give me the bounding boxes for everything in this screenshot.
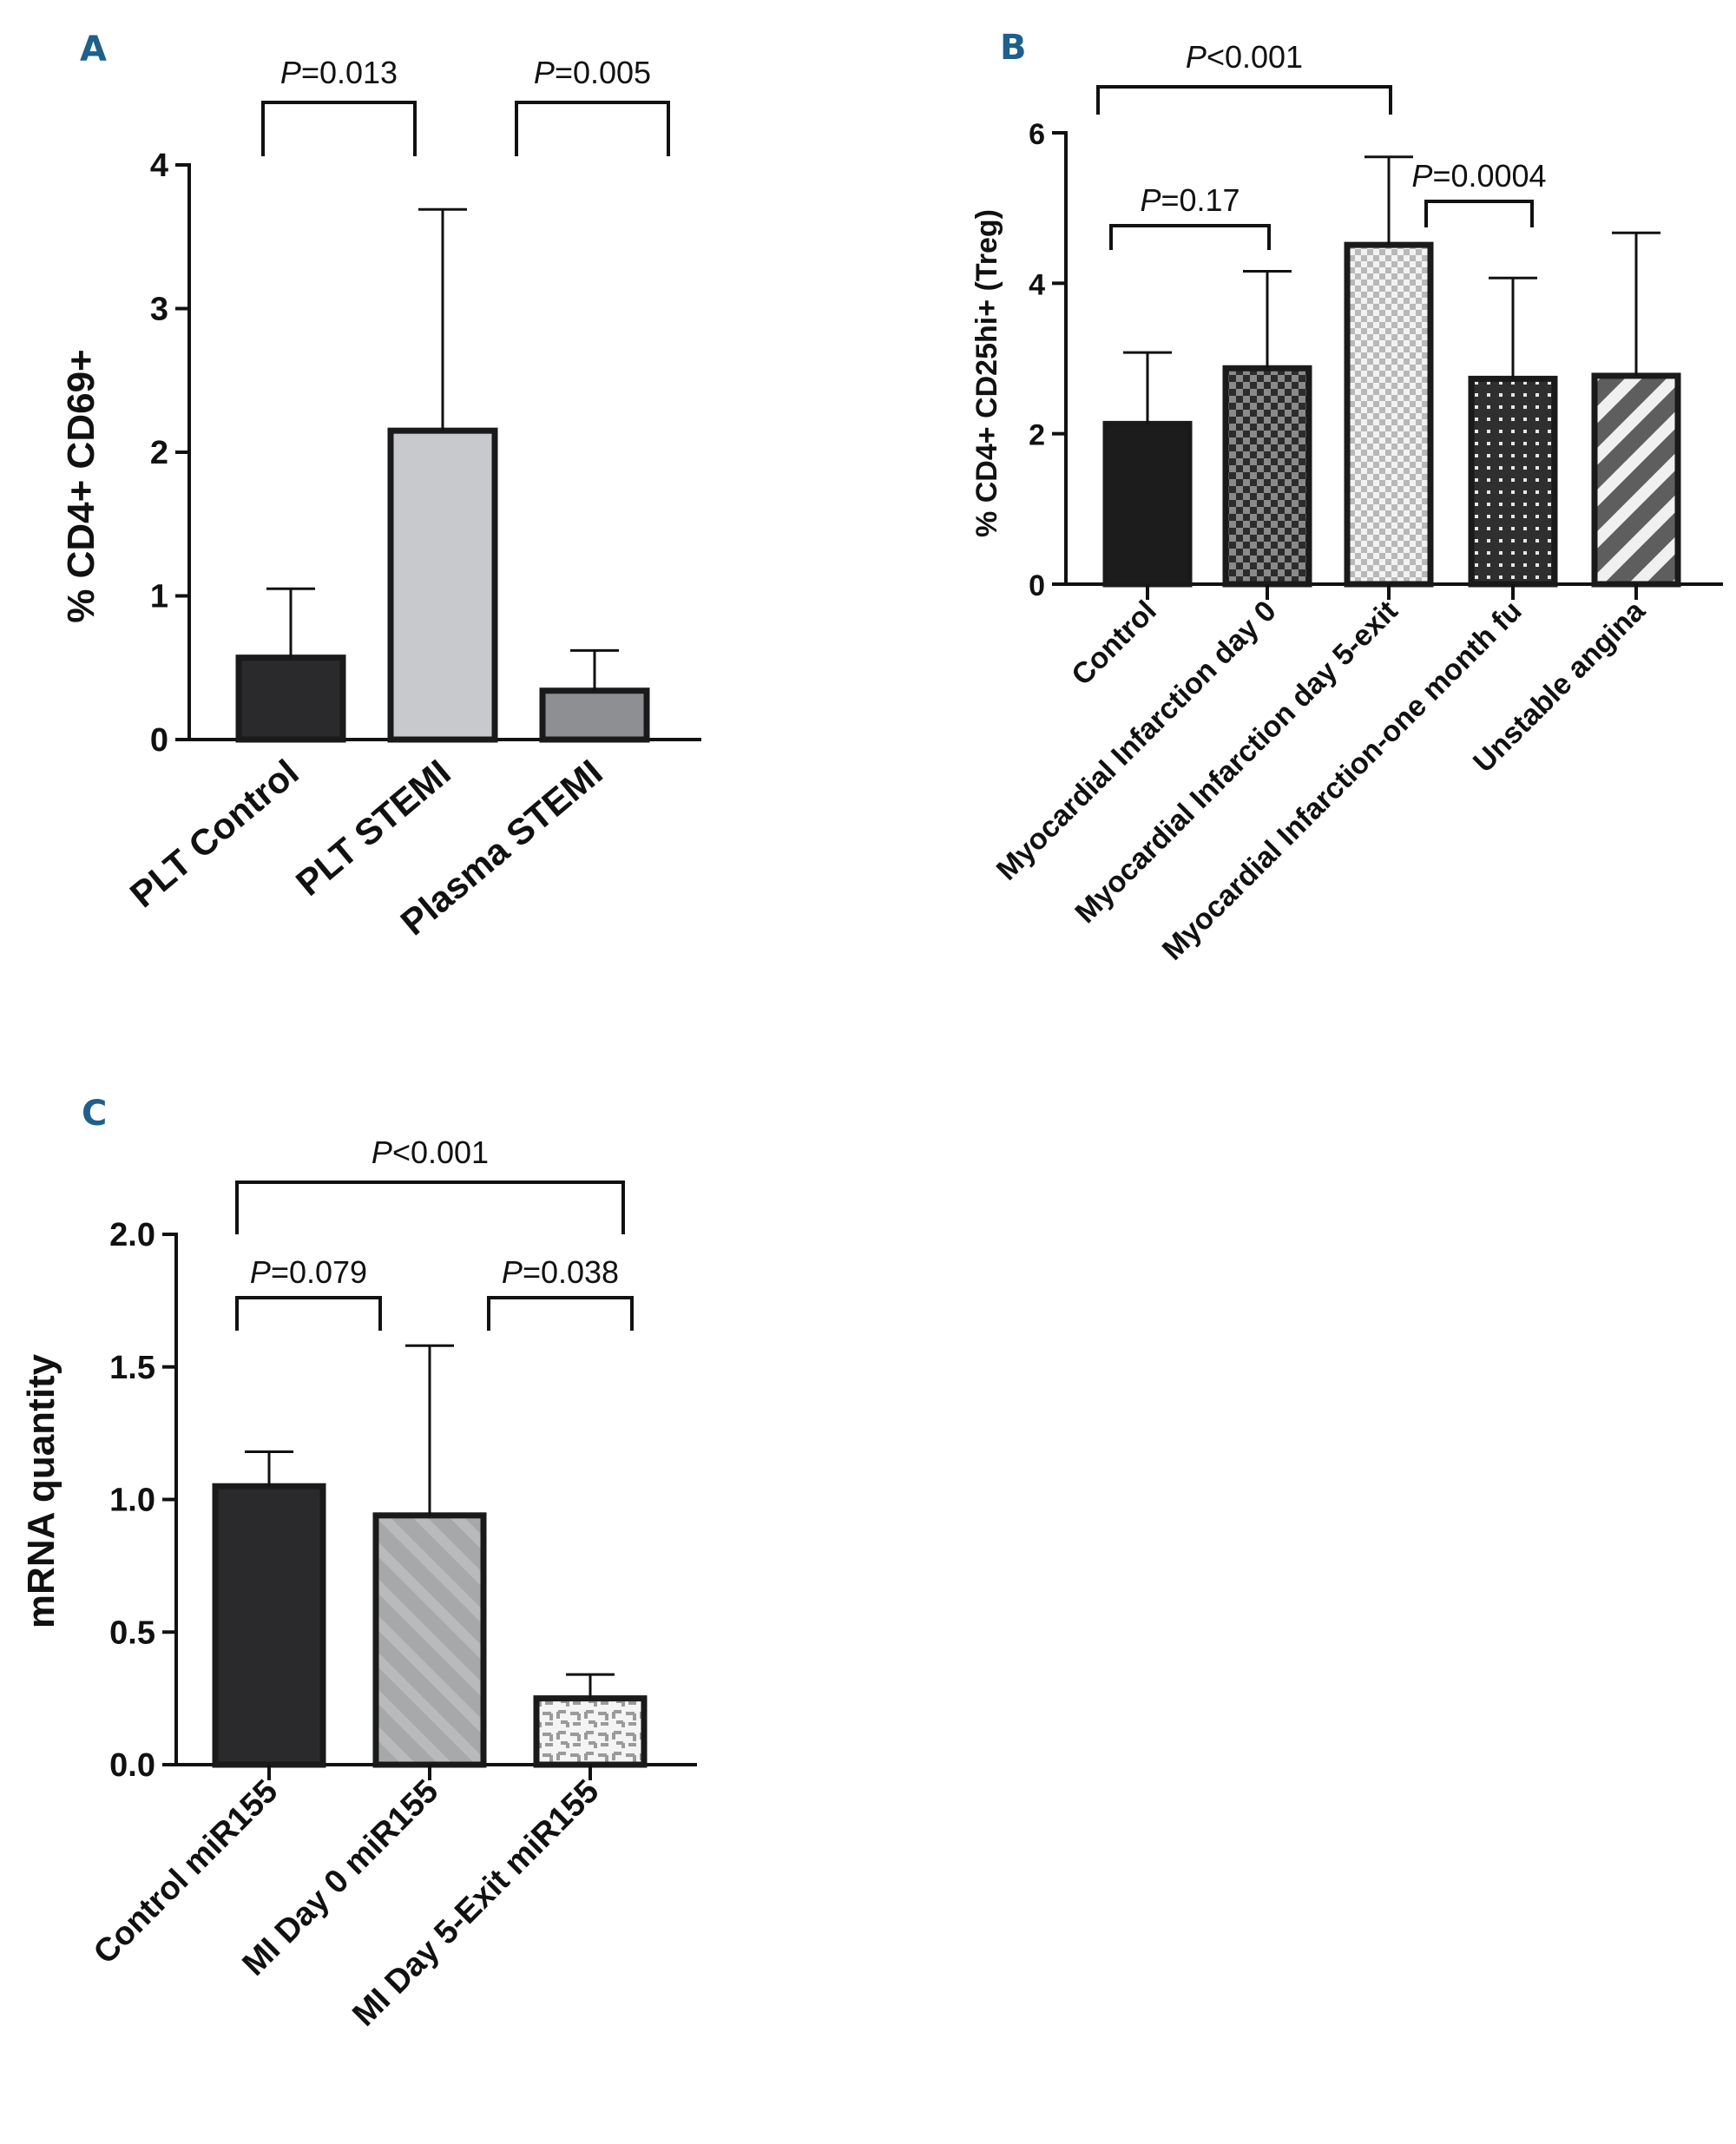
- panel-c-y-tick-label: 2.0: [109, 1217, 155, 1253]
- panel-b-significance-bracket-2: [1109, 224, 1271, 250]
- panel-b-p-value-label-3: P=0.0004: [1411, 158, 1546, 194]
- panel-c-bar-3: [533, 1695, 648, 1768]
- panel-c-significance-bracket-3: [487, 1296, 634, 1331]
- panel-a-significance-bracket-1: [261, 101, 417, 156]
- panel-a-bar-2: [387, 427, 498, 743]
- panel-b-category-label-1: Control: [1065, 595, 1162, 692]
- panel-b-chart: % CD4+ CD25hi+ (Treg) 0246ControlMyocard…: [970, 39, 1723, 967]
- panel-b-bar-2: [1222, 365, 1312, 588]
- panel-a-y-axis-title: % CD4+ CD69+: [60, 349, 102, 622]
- panel-letter-a: A: [80, 30, 107, 69]
- panel-c-significance-bracket-2: [235, 1296, 382, 1331]
- panel-c-y-tick-label: 0.5: [109, 1615, 155, 1651]
- panel-c-p-value-label-2: P=0.079: [250, 1254, 367, 1290]
- panel-b-bar-4: [1468, 375, 1558, 588]
- panel-a-bar-1: [235, 654, 346, 743]
- panel-c-y-tick-label: 1.0: [109, 1483, 155, 1519]
- panel-b-p-value-label-1: P<0.001: [1186, 39, 1303, 75]
- panel-a-category-label-1: PLT Control: [122, 752, 306, 915]
- panel-a-y-tick-label: 0: [150, 722, 168, 759]
- panel-b-bar-5: [1591, 372, 1681, 588]
- panel-b-bar-1: [1102, 420, 1193, 588]
- panel-c-y-tick-label: 0.0: [109, 1747, 155, 1784]
- panel-c-y-tick-label: 1.5: [109, 1350, 155, 1386]
- panel-a-y-tick-label: 4: [150, 148, 168, 184]
- panel-a-y-tick-label: 2: [150, 435, 168, 471]
- panel-b-bar-3: [1344, 241, 1434, 588]
- panel-c-bar-1: [212, 1483, 326, 1768]
- panel-a-significance-bracket-2: [515, 101, 670, 156]
- panel-c-significance-bracket-1: [235, 1181, 625, 1234]
- panel-b-y-axis-title: % CD4+ CD25hi+ (Treg): [970, 209, 1003, 537]
- panel-b-y-tick-label: 2: [1029, 419, 1045, 452]
- panel-a-bar-3: [539, 687, 650, 743]
- panel-b-y-tick-label: 0: [1029, 569, 1045, 602]
- panel-c-p-value-label-3: P=0.038: [502, 1254, 619, 1290]
- panel-a-y-tick-label: 1: [150, 579, 168, 615]
- panel-a-p-value-label-1: P=0.013: [280, 55, 398, 90]
- panel-b-significance-bracket-1: [1096, 85, 1392, 115]
- panel-b-p-value-label-2: P=0.17: [1140, 182, 1240, 218]
- panel-b-y-tick-label: 4: [1029, 268, 1045, 301]
- panel-c-p-value-label-1: P<0.001: [372, 1134, 489, 1170]
- panel-b-y-tick-label: 6: [1029, 118, 1045, 151]
- panel-c-bar-2: [372, 1512, 487, 1768]
- panel-b-significance-bracket-3: [1424, 200, 1534, 227]
- panel-letter-b: B: [1000, 28, 1027, 68]
- panel-letter-c: C: [82, 1094, 107, 1134]
- panel-c-y-axis-title: mRNA quantity: [20, 1353, 62, 1628]
- panel-a-p-value-label-2: P=0.005: [534, 55, 651, 90]
- panel-a-y-tick-label: 3: [150, 292, 168, 328]
